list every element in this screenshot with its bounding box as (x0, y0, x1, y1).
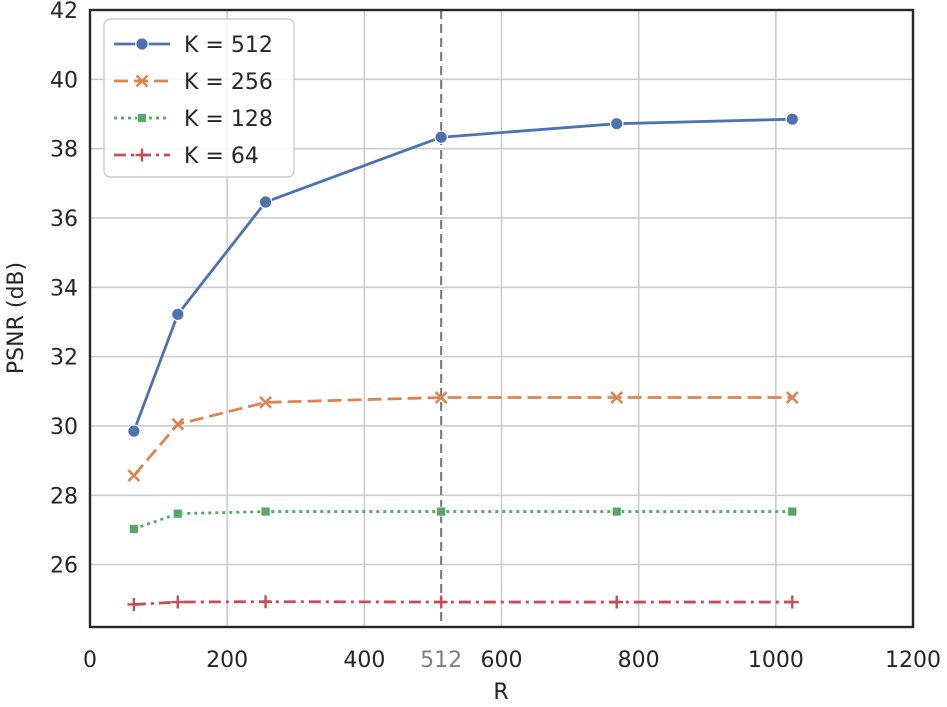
y-axis-label: PSNR (dB) (4, 262, 29, 374)
legend-marker (135, 148, 149, 162)
y-tick-label: 42 (50, 0, 78, 24)
data-point (127, 469, 141, 482)
legend-label: K = 64 (184, 144, 259, 169)
series-line (132, 396, 793, 477)
legend-label: K = 256 (184, 70, 273, 95)
y-tick-label: 32 (50, 346, 78, 371)
x-tick-label: 600 (481, 648, 523, 673)
x-tick-label: 1000 (748, 648, 804, 673)
data-point (610, 391, 624, 404)
data-point (258, 195, 273, 209)
data-point (172, 508, 183, 519)
series-line (132, 117, 793, 432)
data-point (127, 424, 141, 438)
data-point (128, 524, 139, 534)
data-point (171, 595, 185, 609)
legend-box (103, 18, 295, 178)
legend-entry: K = 512 (114, 33, 273, 58)
data-point (259, 395, 272, 409)
y-tick-label: 34 (50, 276, 78, 301)
y-tick-label: 30 (50, 415, 78, 440)
legend-marker (137, 113, 147, 123)
x-ticks: 0 200 400 600 800 1000 1200 512 (83, 648, 941, 673)
data-point (785, 391, 799, 404)
legend-marker (135, 74, 149, 88)
x-tick-label: 1200 (885, 648, 941, 673)
y-ticks: 26 28 30 32 34 36 38 40 42 (50, 0, 78, 579)
legend-entry: K = 128 (114, 107, 273, 132)
data-point (434, 595, 448, 609)
y-tick-label: 36 (50, 207, 78, 232)
legend-label: K = 512 (184, 33, 273, 58)
data-point (436, 506, 447, 517)
data-point (787, 506, 798, 517)
y-tick-label: 28 (50, 484, 78, 509)
legend: K = 512 K = 256 K = 128 K = 64 (103, 18, 295, 178)
legend-marker (135, 37, 149, 51)
data-point (785, 112, 800, 126)
legend-label: K = 128 (184, 107, 273, 132)
data-point (170, 307, 185, 322)
x-tick-label: 800 (618, 648, 660, 673)
series-line (133, 600, 793, 606)
data-point (611, 506, 622, 517)
series-k-64 (127, 595, 799, 611)
y-tick-label: 26 (50, 554, 78, 579)
x-tick-label: 0 (83, 648, 97, 673)
series-k-512 (127, 112, 800, 438)
y-tick-label: 38 (50, 138, 78, 163)
data-point (171, 417, 185, 431)
data-point (609, 116, 624, 131)
series-group (127, 112, 800, 611)
legend-entry: K = 256 (114, 70, 273, 95)
legend-entry: K = 64 (114, 144, 259, 169)
series-k-128 (128, 506, 798, 534)
data-point (434, 130, 448, 145)
series-k-256 (127, 391, 799, 482)
data-point (434, 391, 448, 404)
data-point (259, 595, 273, 609)
data-point (785, 595, 799, 609)
data-point (260, 506, 271, 517)
y-tick-label: 40 (50, 68, 78, 93)
plot-frame (88, 8, 915, 629)
grid (89, 9, 914, 627)
x-tick-label: 400 (343, 648, 385, 673)
x-axis-label: R (493, 680, 508, 705)
data-point (610, 595, 624, 609)
x-tick-label: 200 (206, 648, 248, 673)
reference-line-label: 512 (420, 648, 462, 673)
data-point (127, 597, 141, 611)
